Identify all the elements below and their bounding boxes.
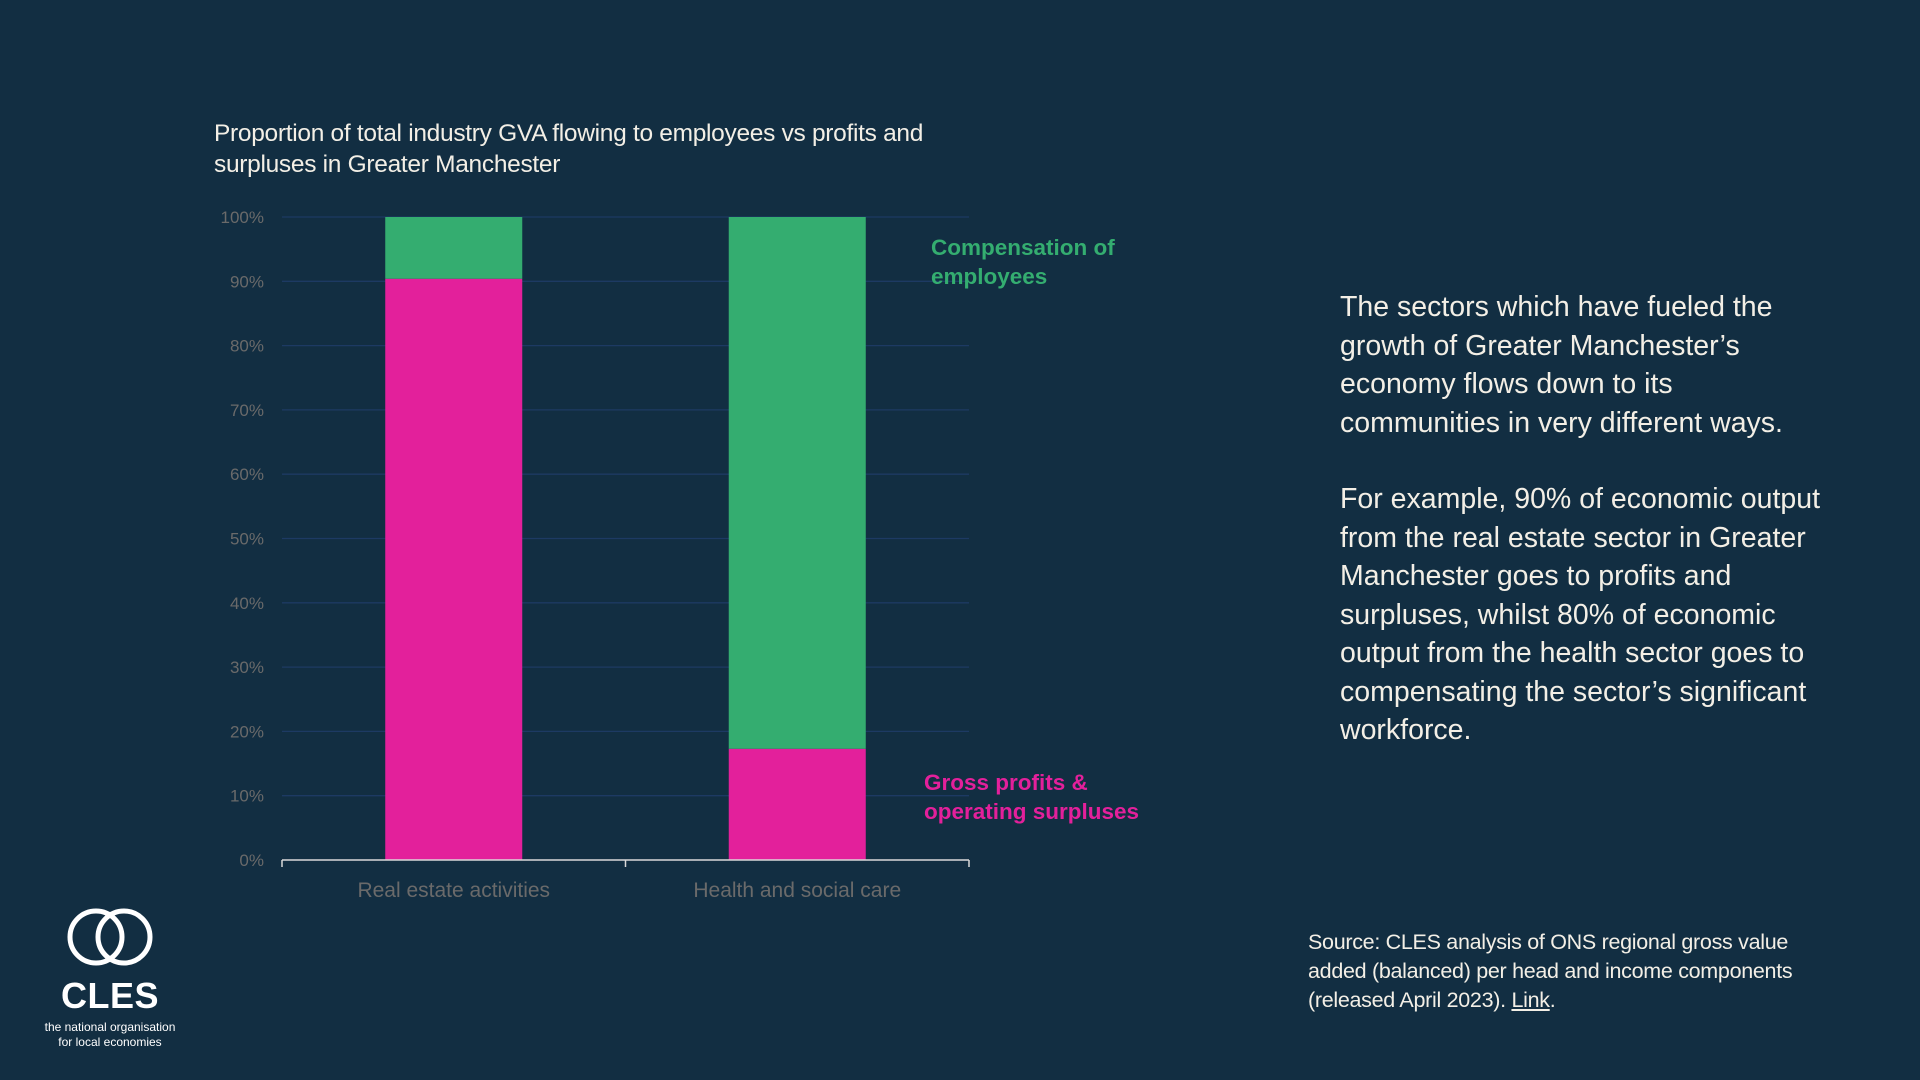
y-tick-label: 30% (230, 658, 264, 677)
series-label-profits-line2: operating surpluses (924, 799, 1140, 824)
bars (385, 217, 866, 860)
y-tick-label: 20% (230, 722, 264, 741)
y-tick-label: 0% (239, 851, 264, 870)
bar-segment-profits (385, 278, 523, 860)
gridlines (282, 216, 969, 797)
source-trailing: . (1549, 988, 1556, 1012)
source-link[interactable]: Link (1511, 988, 1550, 1012)
series-label-compensation: Compensation of employees (931, 233, 1115, 291)
y-tick-label: 100% (221, 208, 264, 227)
narrative-paragraph-2: For example, 90% of economic output from… (1340, 483, 1821, 746)
series-label-compensation-line2: employees (931, 264, 1048, 289)
axes: 0% 10% 20% 30% 40% 50% 60% 70% 80% 90% 100% Real es… (221, 208, 970, 902)
y-tick-label: 50% (230, 530, 264, 549)
y-tick-label: 80% (230, 337, 264, 356)
x-tick-label: Real estate activities (357, 879, 550, 902)
bar-segment-profits (728, 748, 866, 860)
x-tick-label: Health and social care (693, 879, 901, 902)
y-tick-label: 70% (230, 401, 264, 420)
logo-wordmark: CLES (60, 975, 159, 1016)
series-label-compensation-line1: Compensation of (931, 235, 1115, 260)
source-note: Source: CLES analysis of ONS regional gr… (1308, 928, 1848, 1015)
y-tick-label: 10% (230, 787, 264, 806)
logo-tagline: the national organisation for local econ… (30, 1020, 190, 1050)
bar-segment-compensation (728, 217, 866, 749)
series-label-profits-line1: Gross profits & (924, 770, 1088, 795)
logo-tagline-line2: for local economies (58, 1035, 162, 1049)
interlocking-rings-icon (67, 908, 153, 966)
y-tick-label: 40% (230, 594, 264, 613)
y-tick-label: 90% (230, 272, 264, 291)
bar-segment-compensation (385, 217, 523, 279)
series-label-profits: Gross profits & operating surpluses (924, 768, 1139, 826)
cles-logo: CLES the national organisation for local… (30, 905, 190, 1050)
narrative-text: The sectors which have fueled the growth… (1340, 288, 1820, 788)
chart-title: Proportion of total industry GVA flowing… (214, 120, 924, 178)
narrative-paragraph-1: The sectors which have fueled the growth… (1340, 291, 1783, 439)
y-tick-label: 60% (230, 465, 264, 484)
logo-tagline-line1: the national organisation (44, 1020, 176, 1034)
source-text: Source: CLES analysis of ONS regional gr… (1308, 930, 1793, 1012)
